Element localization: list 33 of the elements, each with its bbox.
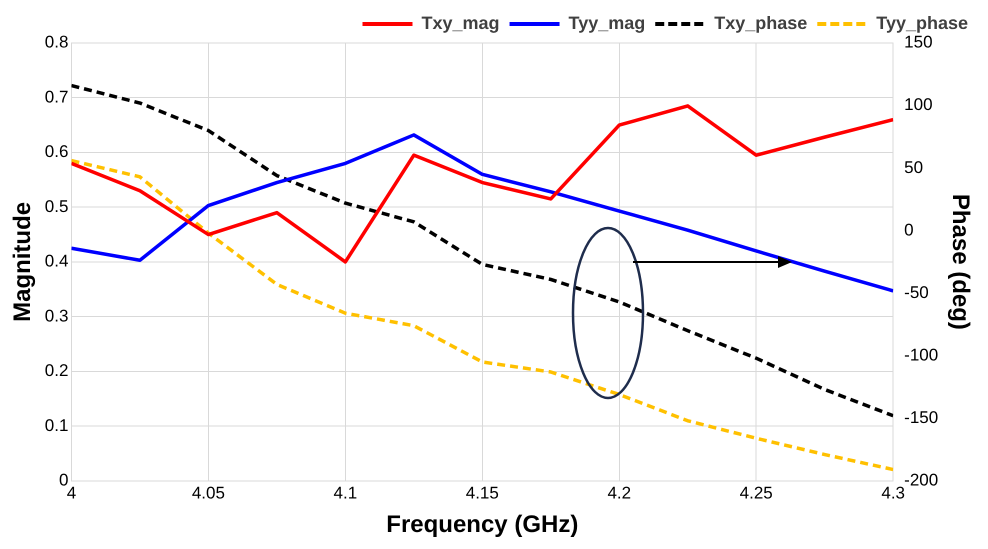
y2-tick-label: 100	[904, 95, 933, 114]
y2-tick-label: -100	[904, 345, 938, 364]
y-tick-label: 0.5	[44, 196, 68, 216]
y-tick-label: 0.8	[44, 32, 68, 52]
y-tick-label: 0.1	[44, 416, 68, 435]
y-tick-label: 0.4	[44, 252, 68, 271]
x-tick-label: 4.15	[466, 484, 499, 503]
y2-tick-label: 150	[904, 32, 933, 52]
line-series	[71, 158, 894, 472]
x-tick-label: 4.1	[334, 484, 358, 503]
y2-tick-label: -50	[904, 282, 929, 302]
y-tick-label: 0.3	[44, 306, 68, 326]
x-tick-label: 4.3	[881, 484, 905, 503]
y-tick-label: 0.2	[44, 361, 68, 380]
y-tick-label: 0	[58, 470, 68, 490]
legend-label: Txy_mag	[421, 12, 500, 33]
legend-label: Tyy_mag	[568, 12, 646, 33]
line-series	[71, 84, 894, 418]
legend-label: Txy_phase	[714, 12, 808, 33]
y-axis-title: Magnitude	[9, 202, 36, 322]
y2-tick-label: -200	[904, 470, 938, 490]
x-tick-label: 4.25	[740, 484, 773, 503]
y2-tick-label: 50	[904, 158, 924, 177]
x-tick-label: 4.05	[192, 484, 225, 503]
y2-axis-title: Phase (deg)	[946, 194, 974, 330]
y-tick-label: 0.6	[44, 142, 68, 162]
x-tick-label: 4.2	[607, 484, 632, 503]
x-axis-title: Frequency (GHz)	[386, 511, 578, 538]
y-tick-label: 0.7	[44, 87, 68, 106]
legend-label: Tyy_phase	[876, 12, 968, 33]
y2-tick-label: 0	[904, 220, 914, 240]
y2-tick-label: -150	[904, 408, 938, 427]
x-tick-label: 4	[66, 484, 76, 503]
